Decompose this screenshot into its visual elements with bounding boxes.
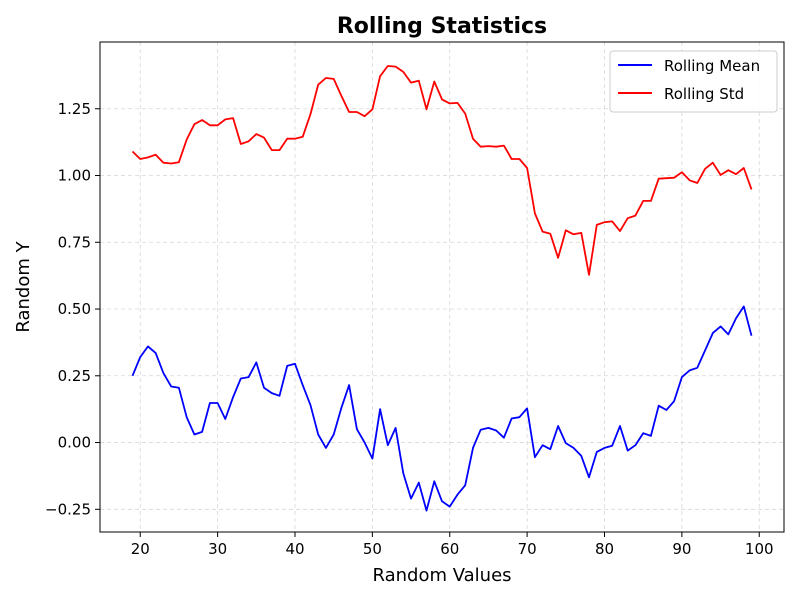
legend-label-rolling-mean: Rolling Mean (664, 57, 760, 75)
y-tick-label: 1.25 (58, 100, 91, 118)
x-tick-label: 60 (440, 540, 459, 558)
y-tick-label: 0.50 (58, 300, 91, 318)
legend: Rolling Mean Rolling Std (609, 50, 778, 113)
series-line-rolling-mean (131, 305, 753, 512)
x-tick-label: 70 (518, 540, 537, 558)
y-tick-label: 0.25 (58, 367, 91, 385)
y-tick-label: 1.00 (58, 167, 91, 185)
x-tick-label: 20 (131, 540, 150, 558)
y-tick-label: −0.25 (45, 500, 91, 518)
series-layer (131, 65, 753, 512)
x-tick-label: 80 (595, 540, 614, 558)
x-tick-label: 100 (745, 540, 774, 558)
x-tick-label: 90 (672, 540, 691, 558)
x-axis-label: Random Values (372, 565, 511, 586)
x-tick-label: 50 (363, 540, 382, 558)
y-tick-label: 0.00 (58, 434, 91, 452)
x-tick-label: 30 (208, 540, 227, 558)
x-tick-label: 40 (285, 540, 304, 558)
legend-box (609, 50, 778, 113)
series-line-rolling-std (131, 65, 753, 276)
y-axis-label: Random Y (13, 240, 34, 332)
x-axis-ticks: 20 30 40 50 60 70 80 90 100 (131, 532, 774, 558)
y-tick-label: 0.75 (58, 233, 91, 251)
y-axis-ticks: −0.25 0.00 0.25 0.50 0.75 1.00 1.25 (45, 100, 100, 518)
chart-title: Rolling Statistics (337, 14, 547, 39)
plot-area-frame (99, 41, 785, 533)
legend-label-rolling-std: Rolling Std (664, 85, 744, 103)
